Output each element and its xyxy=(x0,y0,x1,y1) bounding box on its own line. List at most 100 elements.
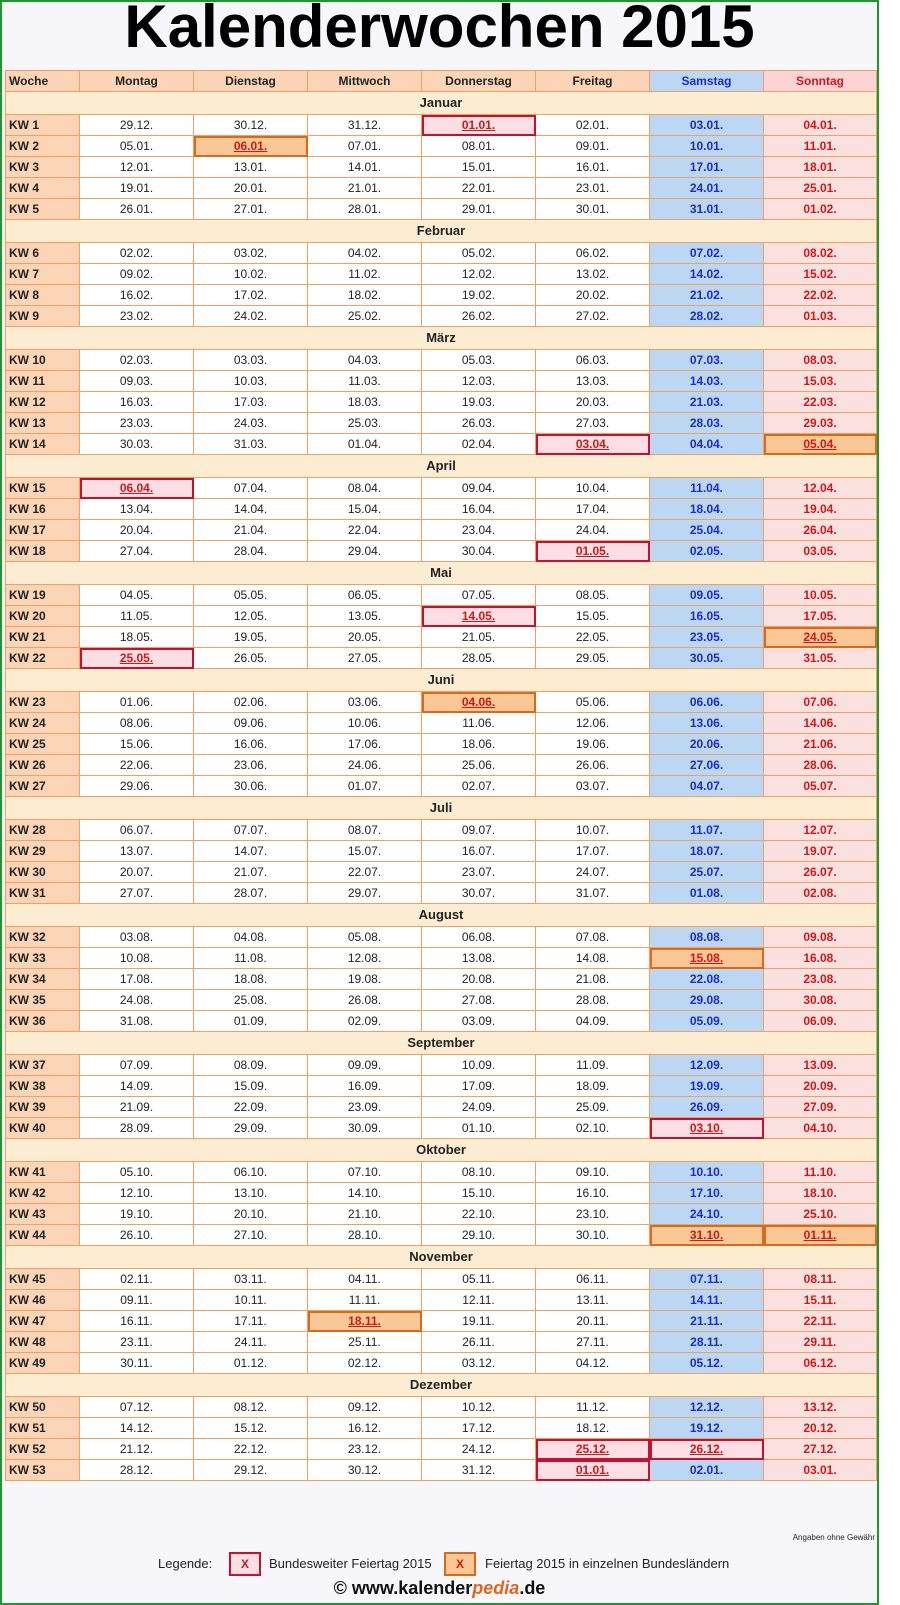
day-cell: 23.05. xyxy=(649,626,764,648)
month-header: Oktober xyxy=(5,1138,877,1162)
day-cell: 27.07. xyxy=(79,882,194,904)
day-cell: 08.05. xyxy=(535,584,650,606)
day-cell: 22.07. xyxy=(307,861,422,883)
holiday-regional-cell: 31.10. xyxy=(649,1224,764,1246)
week-row: KW 3 12.01. 13.01. 14.01. 15.01. 16.01. 17.01.… xyxy=(5,156,877,178)
week-number: KW 27 xyxy=(5,775,80,797)
day-cell: 10.09. xyxy=(421,1054,536,1076)
day-cell: 28.09. xyxy=(79,1117,194,1139)
day-cell: 30.10. xyxy=(535,1224,650,1246)
week-row: KW 48 23.11. 24.11. 25.11. 26.11. 27.11. 28.11… xyxy=(5,1331,877,1353)
day-cell: 04.04. xyxy=(649,433,764,455)
day-cell: 12.10. xyxy=(79,1182,194,1204)
holiday-national-cell: 25.05. xyxy=(79,647,194,669)
month-header: März xyxy=(5,326,877,350)
day-cell: 12.08. xyxy=(307,947,422,969)
day-cell: 06.09. xyxy=(763,1010,877,1032)
day-cell: 17.01. xyxy=(649,156,764,178)
day-cell: 09.10. xyxy=(535,1161,650,1183)
month-row: Juni xyxy=(5,668,877,692)
footer-accent: pedia xyxy=(472,1578,520,1598)
week-row: KW 13 23.03. 24.03. 25.03. 26.03. 27.03. 28.03… xyxy=(5,412,877,434)
week-row: KW 37 07.09. 08.09. 09.09. 10.09. 11.09. 12.09… xyxy=(5,1054,877,1076)
day-cell: 02.02. xyxy=(79,242,194,264)
week-row: KW 32 03.08. 04.08. 05.08. 06.08. 07.08. 08.08… xyxy=(5,926,877,948)
day-cell: 07.09. xyxy=(79,1054,194,1076)
holiday-regional-cell: 04.06. xyxy=(421,691,536,713)
day-cell: 11.12. xyxy=(535,1396,650,1418)
day-cell: 16.11. xyxy=(79,1310,194,1332)
day-cell: 04.01. xyxy=(763,114,877,136)
week-number: KW 20 xyxy=(5,605,80,627)
day-cell: 09.05. xyxy=(649,584,764,606)
day-cell: 26.06. xyxy=(535,754,650,776)
day-cell: 27.02. xyxy=(535,305,650,327)
day-cell: 02.08. xyxy=(763,882,877,904)
day-cell: 16.03. xyxy=(79,391,194,413)
week-number: KW 50 xyxy=(5,1396,80,1418)
day-cell: 07.12. xyxy=(79,1396,194,1418)
day-cell: 28.06. xyxy=(763,754,877,776)
day-cell: 24.04. xyxy=(535,519,650,541)
day-cell: 16.01. xyxy=(535,156,650,178)
day-cell: 30.08. xyxy=(763,989,877,1011)
month-row: März xyxy=(5,326,877,350)
day-cell: 22.09. xyxy=(193,1096,308,1118)
week-number: KW 25 xyxy=(5,733,80,755)
footer-url[interactable]: © www.kalenderpedia.de xyxy=(0,1578,879,1599)
week-number: KW 6 xyxy=(5,242,80,264)
week-row: KW 44 26.10. 27.10. 28.10. 29.10. 30.10. 31.10… xyxy=(5,1224,877,1246)
week-row: KW 5 26.01. 27.01. 28.01. 29.01. 30.01. 31.01.… xyxy=(5,198,877,220)
day-cell: 26.10. xyxy=(79,1224,194,1246)
day-cell: 26.07. xyxy=(763,861,877,883)
day-cell: 12.05. xyxy=(193,605,308,627)
day-cell: 29.07. xyxy=(307,882,422,904)
day-cell: 11.08. xyxy=(193,947,308,969)
month-row: November xyxy=(5,1245,877,1269)
day-cell: 01.10. xyxy=(421,1117,536,1139)
day-cell: 10.06. xyxy=(307,712,422,734)
day-cell: 19.02. xyxy=(421,284,536,306)
day-cell: 13.03. xyxy=(535,370,650,392)
day-cell: 30.07. xyxy=(421,882,536,904)
week-number: KW 16 xyxy=(5,498,80,520)
day-cell: 23.11. xyxy=(79,1331,194,1353)
day-cell: 17.02. xyxy=(193,284,308,306)
day-cell: 04.09. xyxy=(535,1010,650,1032)
day-cell: 20.11. xyxy=(535,1310,650,1332)
week-row: KW 30 20.07. 21.07. 22.07. 23.07. 24.07. 25.07… xyxy=(5,861,877,883)
day-cell: 22.06. xyxy=(79,754,194,776)
day-cell: 14.06. xyxy=(763,712,877,734)
day-cell: 08.07. xyxy=(307,819,422,841)
month-row: Dezember xyxy=(5,1373,877,1397)
day-cell: 19.04. xyxy=(763,498,877,520)
day-cell: 02.11. xyxy=(79,1268,194,1290)
day-cell: 03.09. xyxy=(421,1010,536,1032)
holiday-regional-cell: 18.11. xyxy=(307,1310,422,1332)
day-cell: 17.08. xyxy=(79,968,194,990)
week-row: KW 12 16.03. 17.03. 18.03. 19.03. 20.03. 21.03… xyxy=(5,391,877,413)
day-cell: 24.01. xyxy=(649,177,764,199)
day-cell: 05.03. xyxy=(421,349,536,371)
day-cell: 22.12. xyxy=(193,1438,308,1460)
day-cell: 08.04. xyxy=(307,477,422,499)
month-row: Oktober xyxy=(5,1138,877,1162)
day-cell: 03.02. xyxy=(193,242,308,264)
day-cell: 06.02. xyxy=(535,242,650,264)
day-cell: 09.01. xyxy=(535,135,650,157)
day-cell: 05.01. xyxy=(79,135,194,157)
day-cell: 19.06. xyxy=(535,733,650,755)
day-cell: 13.10. xyxy=(193,1182,308,1204)
day-cell: 28.05. xyxy=(421,647,536,669)
week-number: KW 53 xyxy=(5,1459,80,1481)
day-cell: 15.09. xyxy=(193,1075,308,1097)
day-cell: 26.05. xyxy=(193,647,308,669)
day-cell: 18.04. xyxy=(649,498,764,520)
day-cell: 25.03. xyxy=(307,412,422,434)
week-row: KW 51 14.12. 15.12. 16.12. 17.12. 18.12. 19.12… xyxy=(5,1417,877,1439)
day-cell: 17.09. xyxy=(421,1075,536,1097)
month-header: August xyxy=(5,903,877,927)
day-cell: 29.04. xyxy=(307,540,422,562)
day-cell: 23.03. xyxy=(79,412,194,434)
day-cell: 25.02. xyxy=(307,305,422,327)
